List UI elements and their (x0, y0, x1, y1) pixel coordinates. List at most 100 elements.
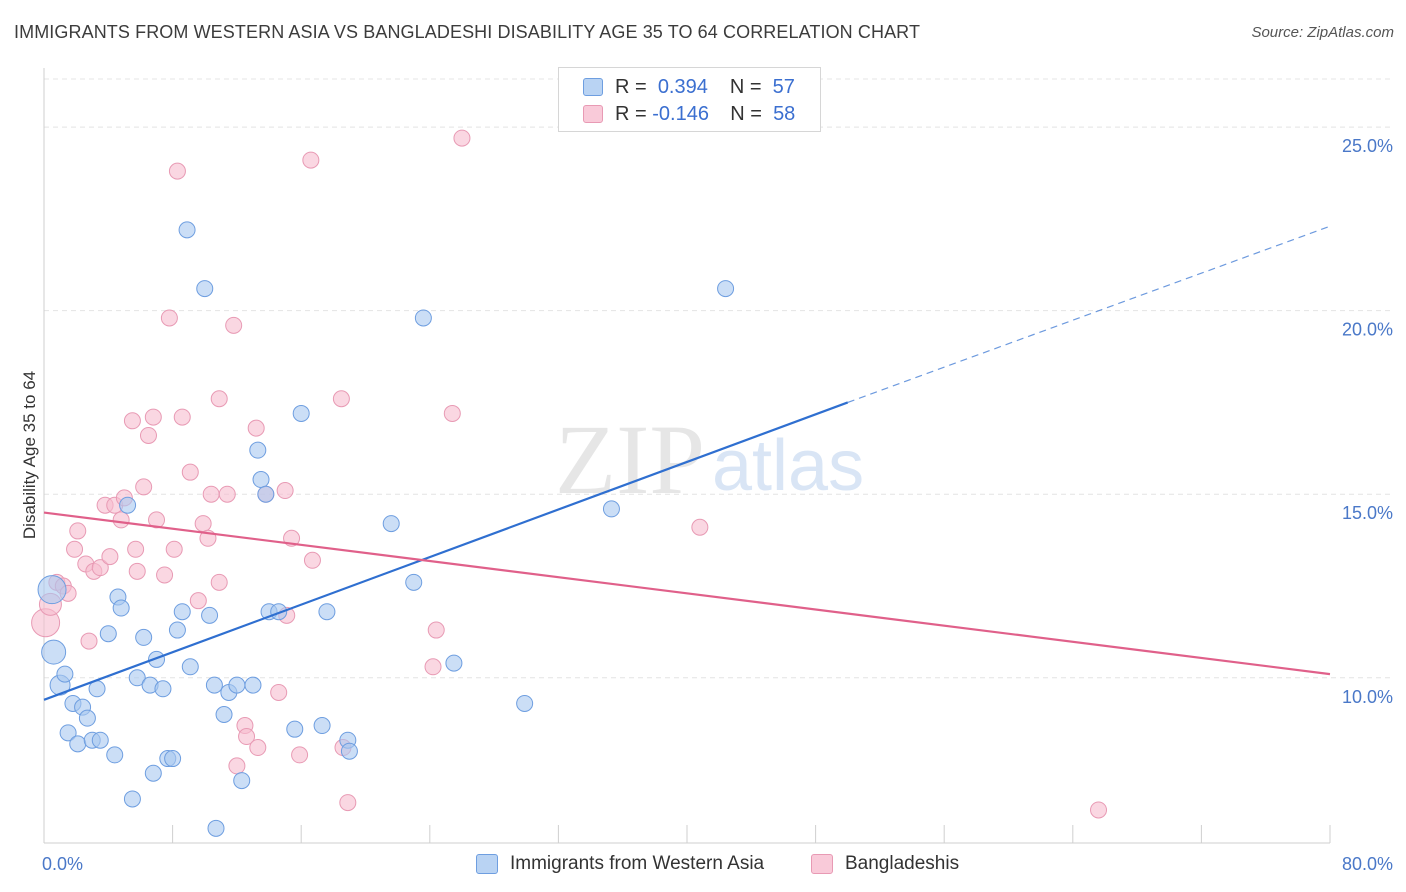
data-point-bangladeshis (1090, 801, 1108, 819)
data-point-western-asia (178, 221, 196, 239)
data-point-bangladeshis (453, 129, 471, 147)
data-point-western-asia (91, 731, 109, 749)
data-point-bangladeshis (139, 426, 157, 444)
bottom-legend-swatch-bangladeshis (811, 854, 833, 874)
data-point-western-asia (173, 603, 191, 621)
data-point-bangladeshis (112, 511, 130, 529)
legend-n-value: 58 (773, 102, 796, 125)
bottom-legend-label-bangladeshis: Bangladeshis (845, 853, 960, 874)
data-point-western-asia (106, 746, 124, 764)
data-point-western-asia (154, 680, 172, 698)
data-point-western-asia (78, 709, 96, 727)
data-point-western-asia (164, 750, 182, 768)
data-point-bangladeshis (181, 463, 199, 481)
data-point-bangladeshis (276, 482, 294, 500)
legend-row-western-asia: R = 0.394 N = 57 (583, 75, 795, 99)
x-tick-label: 0.0% (42, 854, 83, 874)
data-point-western-asia (181, 658, 199, 676)
data-point-bangladeshis (210, 573, 228, 591)
data-point-bangladeshis (303, 551, 321, 569)
y-axis-label: Disability Age 35 to 64 (20, 371, 39, 539)
y-tick-label: 10.0% (1342, 687, 1393, 707)
y-tick-label: 20.0% (1342, 320, 1393, 340)
data-point-western-asia (201, 606, 219, 624)
data-point-bangladeshis (247, 419, 265, 437)
watermark-zip: ZIP (555, 404, 705, 515)
data-point-western-asia (135, 628, 153, 646)
series-western-asia-points (37, 221, 735, 837)
data-point-western-asia (207, 819, 225, 837)
watermark-atlas: atlas (712, 426, 864, 506)
y-tick-label: 25.0% (1342, 136, 1393, 156)
data-point-bangladeshis (165, 540, 183, 558)
data-point-bangladeshis (127, 540, 145, 558)
data-point-western-asia (128, 669, 146, 687)
data-point-western-asia (112, 599, 130, 617)
data-point-western-asia (205, 676, 223, 694)
data-point-bangladeshis (80, 632, 98, 650)
legend-r-value: -0.146 (652, 102, 709, 125)
data-point-bangladeshis (101, 548, 119, 566)
data-point-bangladeshis (332, 390, 350, 408)
data-point-western-asia (286, 720, 304, 738)
legend-n-label: N = (729, 75, 762, 98)
trend-line-western-asia-extension (847, 225, 1331, 403)
data-point-bangladeshis (228, 757, 246, 775)
data-point-western-asia (56, 665, 74, 683)
legend-r-label: R = (615, 102, 647, 125)
data-point-western-asia (445, 654, 463, 672)
data-point-bangladeshis (156, 566, 174, 584)
data-point-bangladeshis (238, 728, 256, 746)
data-point-bangladeshis (69, 522, 87, 540)
data-point-bangladeshis (160, 309, 178, 327)
data-point-bangladeshis (270, 683, 288, 701)
data-point-western-asia (244, 676, 262, 694)
data-point-western-asia (99, 625, 117, 643)
data-point-bangladeshis (66, 540, 84, 558)
data-point-western-asia (340, 742, 358, 760)
data-point-western-asia (37, 575, 67, 605)
data-point-western-asia (233, 772, 251, 790)
data-point-western-asia (196, 280, 214, 298)
data-point-western-asia (123, 790, 141, 808)
data-point-western-asia (313, 717, 331, 735)
data-point-western-asia (168, 621, 186, 639)
data-point-western-asia (148, 650, 166, 668)
data-point-bangladeshis (339, 794, 357, 812)
data-point-bangladeshis (173, 408, 191, 426)
tick-labels: 10.0% 15.0% 20.0% 25.0% 0.0% 80.0% (42, 136, 1393, 874)
data-point-western-asia (249, 441, 267, 459)
legend-swatch-bangladeshis (583, 105, 603, 123)
data-point-bangladeshis (189, 592, 207, 610)
data-point-bangladeshis (128, 562, 146, 580)
data-point-western-asia (215, 706, 233, 723)
data-point-western-asia (228, 676, 246, 694)
data-point-western-asia (516, 694, 534, 712)
data-point-bangladeshis (144, 408, 162, 426)
data-point-western-asia (318, 603, 336, 621)
data-point-bangladeshis (302, 151, 320, 169)
bottom-legend-label-western-asia: Immigrants from Western Asia (510, 853, 765, 874)
data-point-bangladeshis (123, 412, 141, 430)
data-point-western-asia (602, 500, 620, 518)
data-point-western-asia (119, 496, 137, 514)
data-point-western-asia (41, 639, 67, 665)
y-tick-label: 15.0% (1342, 503, 1393, 523)
bottom-legend-swatch-western-asia (476, 854, 498, 874)
data-point-bangladeshis (443, 404, 461, 422)
legend-n-label: N = (730, 102, 762, 125)
data-point-bangladeshis (249, 739, 267, 757)
trend-line-western-asia (43, 401, 849, 701)
data-point-bangladeshis (91, 559, 109, 577)
data-point-western-asia (257, 485, 275, 503)
data-point-bangladeshis (202, 485, 220, 503)
data-point-bangladeshis (424, 658, 442, 676)
data-point-western-asia (292, 404, 310, 422)
data-point-bangladeshis (291, 746, 309, 764)
axes (43, 68, 1331, 844)
legend-row-bangladeshis: R = -0.146 N = 58 (583, 102, 795, 126)
legend-r-value: 0.394 (657, 75, 708, 98)
data-point-western-asia (405, 573, 423, 591)
data-point-western-asia (270, 603, 288, 621)
